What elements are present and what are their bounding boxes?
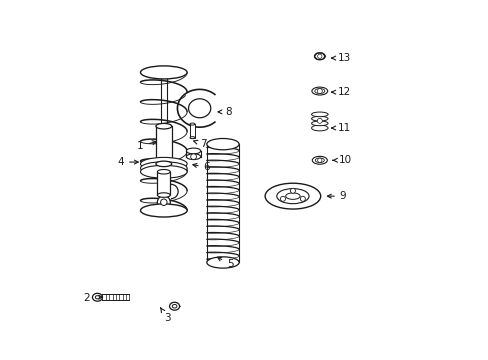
Ellipse shape bbox=[140, 157, 187, 170]
Ellipse shape bbox=[156, 161, 171, 167]
Ellipse shape bbox=[140, 162, 187, 175]
Text: 12: 12 bbox=[331, 87, 351, 97]
Circle shape bbox=[290, 188, 295, 193]
Ellipse shape bbox=[156, 123, 171, 129]
Bar bbox=[156, 126, 171, 164]
Ellipse shape bbox=[206, 139, 239, 150]
Ellipse shape bbox=[169, 302, 179, 310]
Circle shape bbox=[317, 158, 321, 162]
Circle shape bbox=[317, 89, 322, 94]
Ellipse shape bbox=[285, 193, 300, 199]
Ellipse shape bbox=[157, 193, 170, 197]
Ellipse shape bbox=[190, 123, 195, 125]
Circle shape bbox=[157, 196, 170, 209]
Ellipse shape bbox=[311, 121, 327, 126]
Text: 1: 1 bbox=[137, 141, 156, 151]
Text: 6: 6 bbox=[192, 162, 210, 172]
Ellipse shape bbox=[276, 189, 308, 204]
Circle shape bbox=[300, 196, 305, 201]
Ellipse shape bbox=[314, 53, 325, 60]
Text: 9: 9 bbox=[327, 191, 346, 201]
Ellipse shape bbox=[190, 137, 195, 139]
Ellipse shape bbox=[140, 165, 187, 178]
Text: 7: 7 bbox=[193, 139, 206, 149]
Text: 2: 2 bbox=[83, 293, 102, 303]
Text: 13: 13 bbox=[331, 53, 351, 63]
Ellipse shape bbox=[312, 156, 326, 164]
Ellipse shape bbox=[157, 170, 170, 174]
Text: 8: 8 bbox=[218, 107, 231, 117]
Ellipse shape bbox=[264, 183, 320, 209]
Ellipse shape bbox=[95, 296, 100, 299]
Text: 5: 5 bbox=[217, 257, 233, 269]
Ellipse shape bbox=[140, 204, 187, 217]
Text: 10: 10 bbox=[332, 155, 351, 165]
Ellipse shape bbox=[186, 154, 201, 159]
Circle shape bbox=[317, 54, 321, 58]
Circle shape bbox=[160, 199, 167, 206]
Bar bbox=[157, 172, 170, 195]
Circle shape bbox=[190, 154, 196, 159]
Ellipse shape bbox=[140, 66, 187, 79]
Ellipse shape bbox=[311, 112, 327, 117]
Ellipse shape bbox=[311, 116, 327, 121]
Ellipse shape bbox=[311, 87, 327, 95]
Ellipse shape bbox=[92, 293, 102, 301]
Ellipse shape bbox=[311, 125, 327, 131]
Ellipse shape bbox=[206, 257, 239, 268]
Ellipse shape bbox=[315, 158, 324, 163]
Text: 4: 4 bbox=[117, 157, 138, 167]
Text: 11: 11 bbox=[331, 123, 351, 133]
Circle shape bbox=[280, 196, 285, 201]
Ellipse shape bbox=[172, 305, 177, 308]
Text: 3: 3 bbox=[160, 308, 170, 323]
Bar bbox=[190, 124, 195, 138]
Circle shape bbox=[317, 118, 322, 123]
Ellipse shape bbox=[186, 148, 201, 154]
Ellipse shape bbox=[314, 89, 324, 94]
